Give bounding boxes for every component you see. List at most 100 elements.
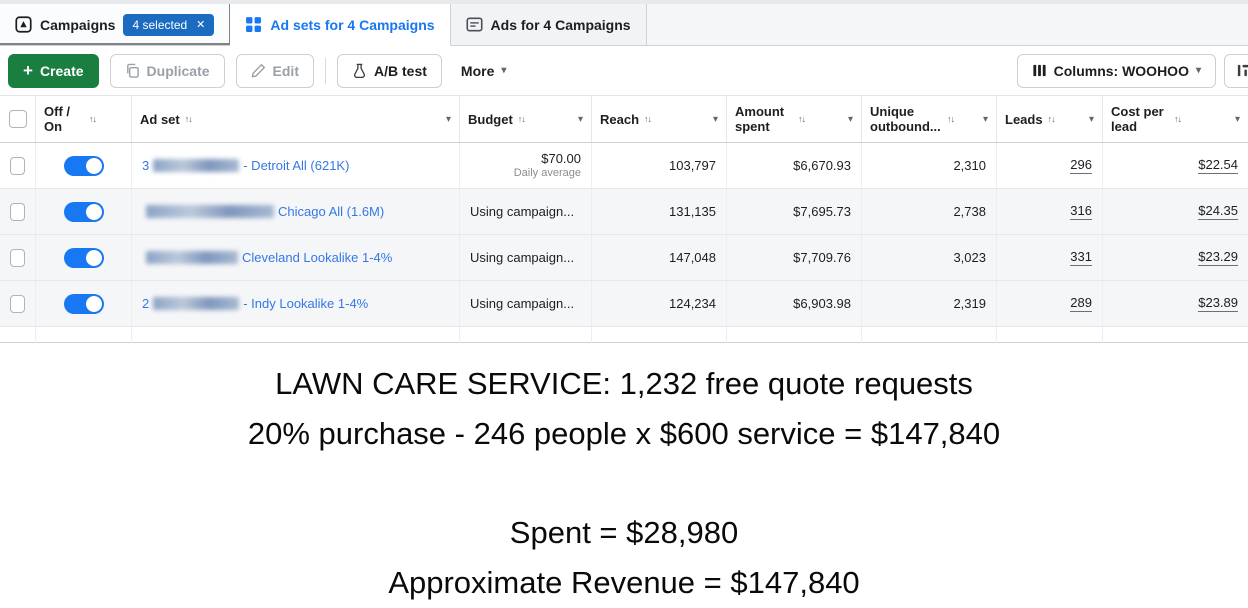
column-header-unique-outbound[interactable]: Unique outbound... ↑↓ ▾ [862,96,997,142]
filter-caret-icon[interactable]: ▾ [578,114,583,125]
columns-button-label: Columns: WOOHOO [1054,63,1189,79]
breakdown-button-partial[interactable] [1224,54,1248,88]
adset-name-cell: 3 - Detroit All (621K) [132,143,460,188]
table-row[interactable]: Chicago All (1.6M) Using campaign... 131… [0,189,1248,235]
column-header-ad-set[interactable]: Ad set ↑↓ ▾ [132,96,460,142]
adset-name-cell: 2 - Indy Lookalike 1-4% [132,281,460,326]
adset-name-link[interactable]: 2 - Indy Lookalike 1-4% [142,296,368,311]
chevron-down-icon: ▾ [1196,65,1201,76]
row-checkbox[interactable] [10,157,25,175]
table-row[interactable]: 3 - Detroit All (621K) $70.00 Daily aver… [0,143,1248,189]
create-button-label: Create [40,63,84,79]
leads-cell: 296 [997,143,1103,188]
create-button[interactable]: + Create [8,54,99,88]
sort-icon[interactable]: ↑↓ [1048,114,1055,124]
adset-name-text: - Detroit All (621K) [243,158,349,173]
leads-value[interactable]: 296 [1070,157,1092,174]
reach-value: 103,797 [669,158,716,173]
table-row[interactable]: Cleveland Lookalike 1-4% Using campaign.… [0,235,1248,281]
tab-bar: Campaigns 4 selected ✕ Ad sets for 4 Cam… [0,0,1248,46]
ab-test-button[interactable]: A/B test [337,54,442,88]
filter-caret-icon[interactable]: ▾ [983,114,988,125]
table-row[interactable]: 2 - Indy Lookalike 1-4% Using campaign..… [0,281,1248,327]
flask-icon [352,63,367,78]
amount-spent-cell: $6,670.93 [727,143,862,188]
adsets-grid-icon [245,16,262,33]
leads-value[interactable]: 331 [1070,249,1092,266]
reach-cell: 147,048 [592,235,727,280]
budget-value: Using campaign... [470,250,574,265]
sort-icon[interactable]: ↑↓ [518,114,525,124]
sort-icon[interactable]: ↑↓ [644,114,651,124]
ads-icon [466,16,483,33]
adset-name-link[interactable]: Chicago All (1.6M) [142,204,384,219]
tab-ads[interactable]: Ads for 4 Campaigns [451,4,647,45]
adset-on-toggle[interactable] [64,248,104,268]
tab-bar-filler [647,4,1248,45]
unique-outbound-cell: 2,310 [862,143,997,188]
row-toggle-cell [36,143,132,188]
cost-per-lead-value[interactable]: $24.35 [1198,203,1238,220]
unique-outbound-cell: 2,319 [862,281,997,326]
more-button[interactable]: More ▾ [453,54,514,88]
duplicate-button[interactable]: Duplicate [110,54,225,88]
adset-on-toggle[interactable] [64,156,104,176]
row-checkbox[interactable] [10,203,25,221]
sort-icon[interactable]: ↑↓ [185,114,192,124]
row-checkbox[interactable] [10,295,25,313]
selected-count-badge: 4 selected ✕ [123,14,214,36]
tab-adsets[interactable]: Ad sets for 4 Campaigns [230,4,450,46]
cost-per-lead-value[interactable]: $23.89 [1198,295,1238,312]
sort-icon[interactable]: ↑↓ [1174,114,1181,124]
unique-outbound-cell: 3,023 [862,235,997,280]
cost-per-lead-value[interactable]: $23.29 [1198,249,1238,266]
selected-count-text: 4 selected [132,18,187,32]
leads-value[interactable]: 316 [1070,203,1092,220]
adset-name-link[interactable]: 3 - Detroit All (621K) [142,158,349,173]
row-select-cell [0,235,36,280]
column-header-budget[interactable]: Budget ↑↓ ▾ [460,96,592,142]
adset-name-prefix: 2 [142,296,149,311]
amount-spent-value: $7,695.73 [793,204,851,219]
select-all-checkbox[interactable] [9,110,27,128]
column-header-amount-spent[interactable]: Amount spent ↑↓ ▾ [727,96,862,142]
toolbar-divider [325,58,326,84]
budget-value: $70.00 [541,151,581,166]
ab-test-button-label: A/B test [374,63,427,79]
row-toggle-cell [36,189,132,234]
column-header-reach[interactable]: Reach ↑↓ ▾ [592,96,727,142]
edit-button[interactable]: Edit [236,54,314,88]
amount-spent-value: $6,670.93 [793,158,851,173]
column-header-off-on[interactable]: Off / On ↑↓ [36,96,132,142]
columns-button[interactable]: Columns: WOOHOO ▾ [1017,54,1216,88]
columns-icon [1032,63,1047,78]
filter-caret-icon[interactable]: ▾ [848,114,853,125]
toolbar-right-group: Columns: WOOHOO ▾ [1017,54,1248,88]
row-select-cell [0,189,36,234]
badge-close-icon[interactable]: ✕ [196,18,205,31]
cost-per-lead-value[interactable]: $22.54 [1198,157,1238,174]
cost-per-lead-cell: $23.89 [1103,281,1248,326]
adset-name-cell: Cleveland Lookalike 1-4% [132,235,460,280]
column-header-cost-per-lead[interactable]: Cost per lead ↑↓ ▾ [1103,96,1248,142]
sort-icon[interactable]: ↑↓ [947,114,954,124]
redacted-text-blur [146,251,238,264]
leads-value[interactable]: 289 [1070,295,1092,312]
redacted-text-blur [153,159,239,172]
adset-on-toggle[interactable] [64,202,104,222]
filter-caret-icon[interactable]: ▾ [1089,114,1094,125]
sort-icon[interactable]: ↑↓ [798,114,805,124]
sort-icon[interactable]: ↑↓ [89,114,96,124]
column-header-leads[interactable]: Leads ↑↓ ▾ [997,96,1103,142]
adset-on-toggle[interactable] [64,294,104,314]
filter-caret-icon[interactable]: ▾ [446,114,451,125]
row-checkbox[interactable] [10,249,25,267]
unique-outbound-cell: 2,738 [862,189,997,234]
tab-campaigns[interactable]: Campaigns 4 selected ✕ [0,4,230,45]
amount-spent-value: $7,709.76 [793,250,851,265]
filter-caret-icon[interactable]: ▾ [1235,114,1240,125]
reach-cell: 103,797 [592,143,727,188]
filter-caret-icon[interactable]: ▾ [713,114,718,125]
adset-name-link[interactable]: Cleveland Lookalike 1-4% [142,250,392,265]
adset-name-text: Cleveland Lookalike 1-4% [242,250,392,265]
